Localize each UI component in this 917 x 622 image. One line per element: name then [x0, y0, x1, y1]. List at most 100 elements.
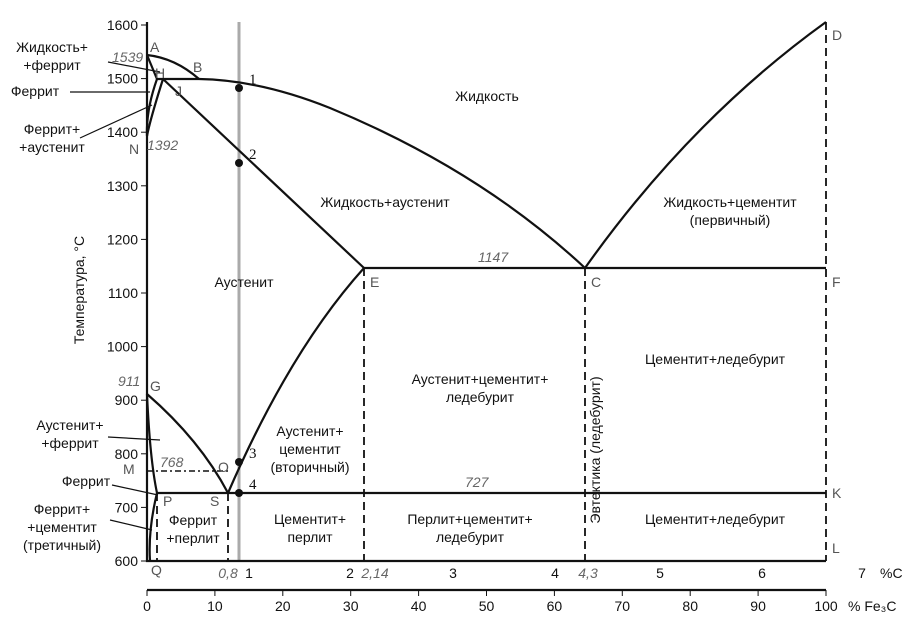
temperature-label: 727 — [465, 474, 490, 490]
y-tick-label: 1400 — [107, 124, 138, 140]
curve-gp — [145, 393, 159, 494]
curve-se — [226, 267, 365, 494]
region-label: (первичный) — [690, 212, 771, 228]
region-label: ледебурит — [446, 389, 515, 405]
region-label: Феррит+ — [24, 121, 80, 137]
region-label: Цементит+ — [274, 511, 346, 527]
y-tick-label: 800 — [115, 446, 139, 462]
point-label: J — [175, 83, 182, 99]
marker — [235, 159, 243, 167]
carbon-unit: %C — [880, 565, 903, 581]
dashed-lines — [156, 22, 827, 561]
temperature-label: 1539 — [112, 49, 143, 65]
point-label: O — [218, 459, 229, 475]
liquidus-bc — [198, 77, 586, 269]
point-label: G — [150, 378, 161, 394]
point-label: K — [832, 485, 842, 501]
marker-label: 2 — [249, 147, 257, 163]
region-label: Перлит+цементит+ — [407, 511, 532, 527]
point-label: P — [163, 493, 172, 509]
marker — [235, 489, 243, 497]
region-label: +аустенит — [19, 139, 85, 155]
region-label: (третичный) — [23, 537, 101, 553]
fe3c-tick-label: 0 — [143, 598, 151, 614]
carbon-tick-label: 5 — [656, 565, 664, 581]
region-label: +перлит — [166, 530, 220, 546]
point-label: B — [193, 59, 202, 75]
region-label: цементит — [279, 441, 341, 457]
point-label: S — [210, 493, 219, 509]
region-label: ледебурит — [436, 529, 505, 545]
fe3c-tick-label: 10 — [207, 598, 223, 614]
temperature-label: 1392 — [147, 137, 178, 153]
point-label: F — [832, 274, 841, 290]
temperature-label: 911 — [118, 373, 140, 389]
region-label: (вторичный) — [270, 459, 349, 475]
marker — [235, 458, 243, 466]
region-label: Аустенит — [214, 274, 274, 290]
region-label: Феррит+ — [34, 501, 90, 517]
temperature-label: 1147 — [478, 249, 509, 265]
region-label: Феррит — [169, 512, 218, 528]
temperature-label: 768 — [160, 454, 184, 470]
y-tick-label: 1100 — [108, 285, 138, 301]
solidus-je — [162, 78, 365, 269]
fe3c-tick-label: 20 — [275, 598, 291, 614]
region-label: Жидкость+аустенит — [320, 194, 450, 210]
carbon-tick-label: 0,8 — [218, 565, 238, 581]
curves — [70, 21, 827, 592]
carbon-tick-label: 3 — [449, 565, 457, 581]
fe3c-tick-label: 90 — [750, 598, 766, 614]
fe3c-tick-label: 30 — [343, 598, 359, 614]
point-label: Q — [151, 562, 162, 578]
region-label: +цементит — [27, 519, 97, 535]
curve-ab — [146, 53, 200, 80]
point-label: L — [832, 540, 840, 556]
marker-label: 1 — [249, 72, 257, 88]
carbon-tick-label: 4,3 — [578, 565, 598, 581]
y-tick-label: 1300 — [107, 178, 138, 194]
fe3c-tick-label: 50 — [479, 598, 495, 614]
marker-label: 3 — [249, 446, 257, 462]
region-label: Эвтектика (ледебурит) — [587, 376, 603, 523]
y-tick-label: 1000 — [107, 339, 138, 355]
carbon-tick-label: 2 — [346, 565, 354, 581]
marker-label: 4 — [249, 477, 257, 493]
carbon-tick-label: 6 — [758, 565, 766, 581]
y-tick-label: 600 — [115, 553, 139, 569]
fe3c-tick-label: 70 — [615, 598, 631, 614]
region-label: Феррит — [11, 83, 60, 99]
region-label: +феррит — [23, 57, 81, 73]
region-label: перлит — [287, 529, 333, 545]
y-tick-label: 700 — [115, 499, 139, 515]
curve-jn — [145, 78, 165, 137]
region-label: Цементит+ледебурит — [645, 511, 786, 527]
carbon-tick-label: 1 — [245, 565, 253, 581]
region-label: Жидкость+ — [16, 39, 88, 55]
point-label: D — [832, 27, 842, 43]
point-label: A — [150, 39, 160, 55]
leaders — [70, 61, 161, 531]
fe3c-tick-label: 80 — [682, 598, 698, 614]
region-label: Аустенит+цементит+ — [412, 371, 549, 387]
curve-pq — [148, 492, 159, 562]
carbon-tick-label: 7 — [858, 565, 866, 581]
region-label: Жидкость+цементит — [663, 194, 797, 210]
y-tick-label: 1200 — [107, 231, 138, 247]
region-label: Аустенит+ — [36, 417, 103, 433]
region-label: Цементит+ледебурит — [645, 351, 786, 367]
region-label: Жидкость — [455, 88, 519, 104]
marker — [235, 84, 243, 92]
region-label: Феррит — [62, 473, 111, 489]
y-tick-label: 1600 — [107, 17, 138, 33]
point-label: N — [129, 141, 139, 157]
y-tick-label: 900 — [115, 392, 139, 408]
point-label: M — [123, 461, 135, 477]
curve-ah — [145, 54, 159, 80]
point-label: E — [370, 274, 379, 290]
region-label: +феррит — [41, 435, 99, 451]
carbon-tick-label: 4 — [551, 565, 559, 581]
region-label: Аустенит+ — [276, 423, 343, 439]
